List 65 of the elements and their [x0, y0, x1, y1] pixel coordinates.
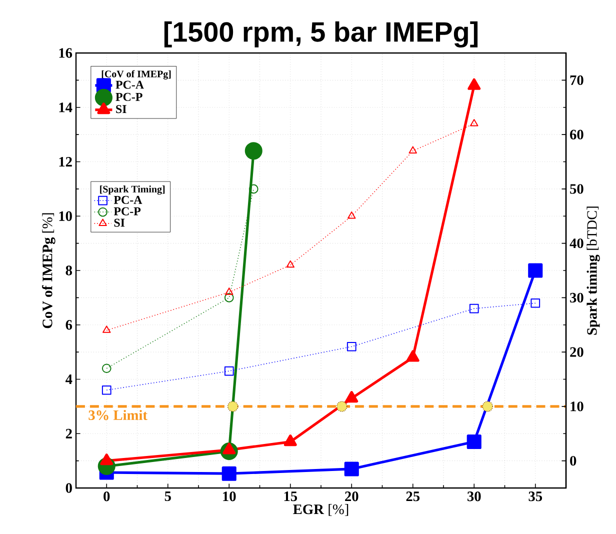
point — [466, 434, 482, 450]
y-tick-label: 0 — [66, 483, 72, 493]
x-tick-label: 20 — [345, 492, 358, 502]
point — [244, 142, 262, 160]
x-tick-label: 0 — [104, 492, 110, 502]
point — [530, 298, 540, 308]
point — [227, 401, 238, 412]
legend-label: PC-P — [116, 92, 142, 101]
x-tick-label: 30 — [468, 492, 481, 502]
point — [284, 434, 297, 446]
point — [100, 454, 114, 466]
y2-tick-label: 20 — [570, 347, 584, 357]
x-tick-label: 25 — [406, 492, 420, 502]
point — [224, 293, 234, 302]
y2-tick-label: 30 — [570, 292, 584, 303]
point — [336, 401, 348, 412]
y-axis-title: CoV of IMEPg [%] — [42, 213, 56, 328]
y2-axis-title: Spark timing [bTDC] — [586, 206, 600, 335]
legend-title: [CoV of IMEPg] — [102, 70, 171, 80]
point — [468, 78, 481, 90]
legend-label: PC-A — [114, 196, 142, 204]
point — [406, 350, 420, 362]
chart-title: [1500 rpm, 5 bar IMEPg] — [164, 21, 478, 48]
point — [286, 260, 294, 268]
y2-tick-label: 70 — [570, 75, 584, 86]
legend-label: SI — [116, 105, 126, 114]
y-tick-label: 4 — [66, 374, 72, 384]
x-axis-title: EGR [%] — [293, 504, 348, 516]
point — [470, 119, 478, 126]
point — [344, 462, 359, 476]
annotation: [Spark Timing] — [100, 186, 165, 195]
y-tick-label: 6 — [66, 320, 72, 330]
point — [345, 391, 358, 403]
point — [224, 366, 234, 376]
y-tick-label: 2 — [66, 428, 72, 438]
y-tick-label: 12 — [59, 156, 72, 166]
point — [102, 364, 112, 374]
point — [102, 385, 112, 395]
x-tick-label: 5 — [164, 492, 171, 502]
point — [222, 466, 236, 481]
ref-line-label: 3% Limit — [88, 410, 148, 420]
x-tick-label: 10 — [223, 492, 236, 502]
y-tick-label: 14 — [59, 102, 72, 112]
point — [248, 184, 258, 194]
y-tick-label: 8 — [66, 266, 72, 276]
y2-tick-label: 40 — [570, 238, 584, 248]
point — [346, 342, 356, 352]
y2-tick-label: 60 — [570, 130, 584, 140]
point — [408, 146, 417, 154]
point — [225, 288, 234, 295]
legend-label: PC-A — [116, 80, 144, 89]
y2-tick-label: 0 — [570, 456, 576, 466]
y-tick-label: 10 — [59, 211, 72, 221]
legend-label: SI — [114, 218, 125, 227]
point — [102, 326, 111, 333]
point — [482, 401, 493, 412]
x-tick-label: 35 — [528, 492, 542, 502]
point — [528, 263, 543, 278]
point — [348, 211, 356, 219]
y2-tick-label: 50 — [570, 184, 584, 194]
y-tick-label: 16 — [59, 48, 72, 58]
point — [469, 304, 479, 314]
x-tick-label: 15 — [284, 492, 298, 502]
y2-tick-label: 10 — [570, 402, 584, 412]
legend-label: PC-P — [114, 207, 141, 216]
